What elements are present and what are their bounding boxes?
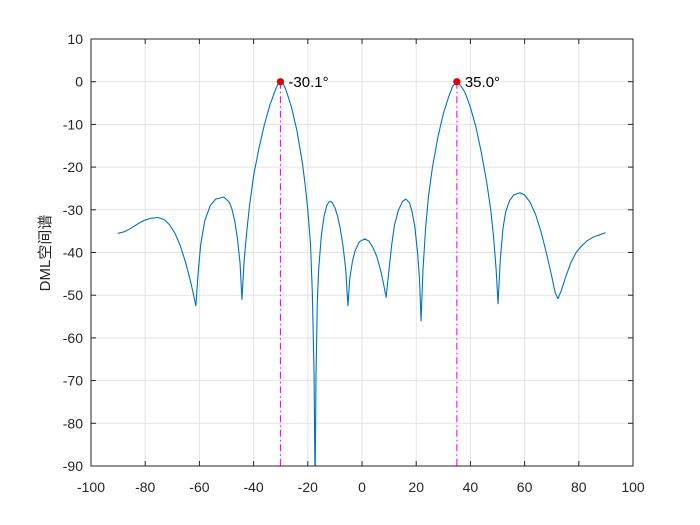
y-tick-label: -40 <box>63 245 83 261</box>
x-tick-label: 40 <box>463 479 479 495</box>
x-tick-label: -60 <box>189 479 209 495</box>
x-tick-label: 0 <box>358 479 366 495</box>
peak-guide-lines <box>279 81 458 466</box>
x-tick-label: -100 <box>77 479 105 495</box>
series-group <box>117 81 606 466</box>
y-tick-label: -90 <box>63 458 83 474</box>
x-tick-label: -40 <box>243 479 263 495</box>
peak-marker <box>276 78 285 86</box>
y-tick-label: 10 <box>67 31 83 47</box>
y-tick-label: -80 <box>63 415 83 431</box>
y-axis-label: DML空间谱 <box>37 215 54 292</box>
x-tick-label: 60 <box>517 479 533 495</box>
y-tick-label: -50 <box>63 287 83 303</box>
x-tick-label: -80 <box>135 479 155 495</box>
peak-marker <box>453 78 461 86</box>
y-tick-label: -70 <box>63 373 83 389</box>
y-tick-label: -60 <box>63 330 83 346</box>
y-tick-label: 0 <box>75 74 83 90</box>
x-tick-labels: -100 -80 -60 -40 -20 0 20 40 60 80 100 <box>77 479 645 495</box>
peak-label: 35.0° <box>465 74 500 91</box>
y-tick-label: -20 <box>63 159 83 175</box>
x-tick-label: -20 <box>298 479 318 495</box>
x-tick-label: 20 <box>408 479 424 495</box>
peak-markers: -30.1° 35.0° <box>276 74 500 91</box>
y-tick-labels: 10 0 -10 -20 -30 -40 -50 -60 -70 -80 -90 <box>63 31 83 474</box>
x-tick-label: 100 <box>621 479 645 495</box>
x-tick-label: 80 <box>571 479 587 495</box>
y-tick-label: -10 <box>63 116 83 132</box>
axes-frame <box>90 38 634 467</box>
y-tick-label: -30 <box>63 202 83 218</box>
peak-label: -30.1° <box>288 74 328 91</box>
spectrum-series-line <box>117 81 606 466</box>
